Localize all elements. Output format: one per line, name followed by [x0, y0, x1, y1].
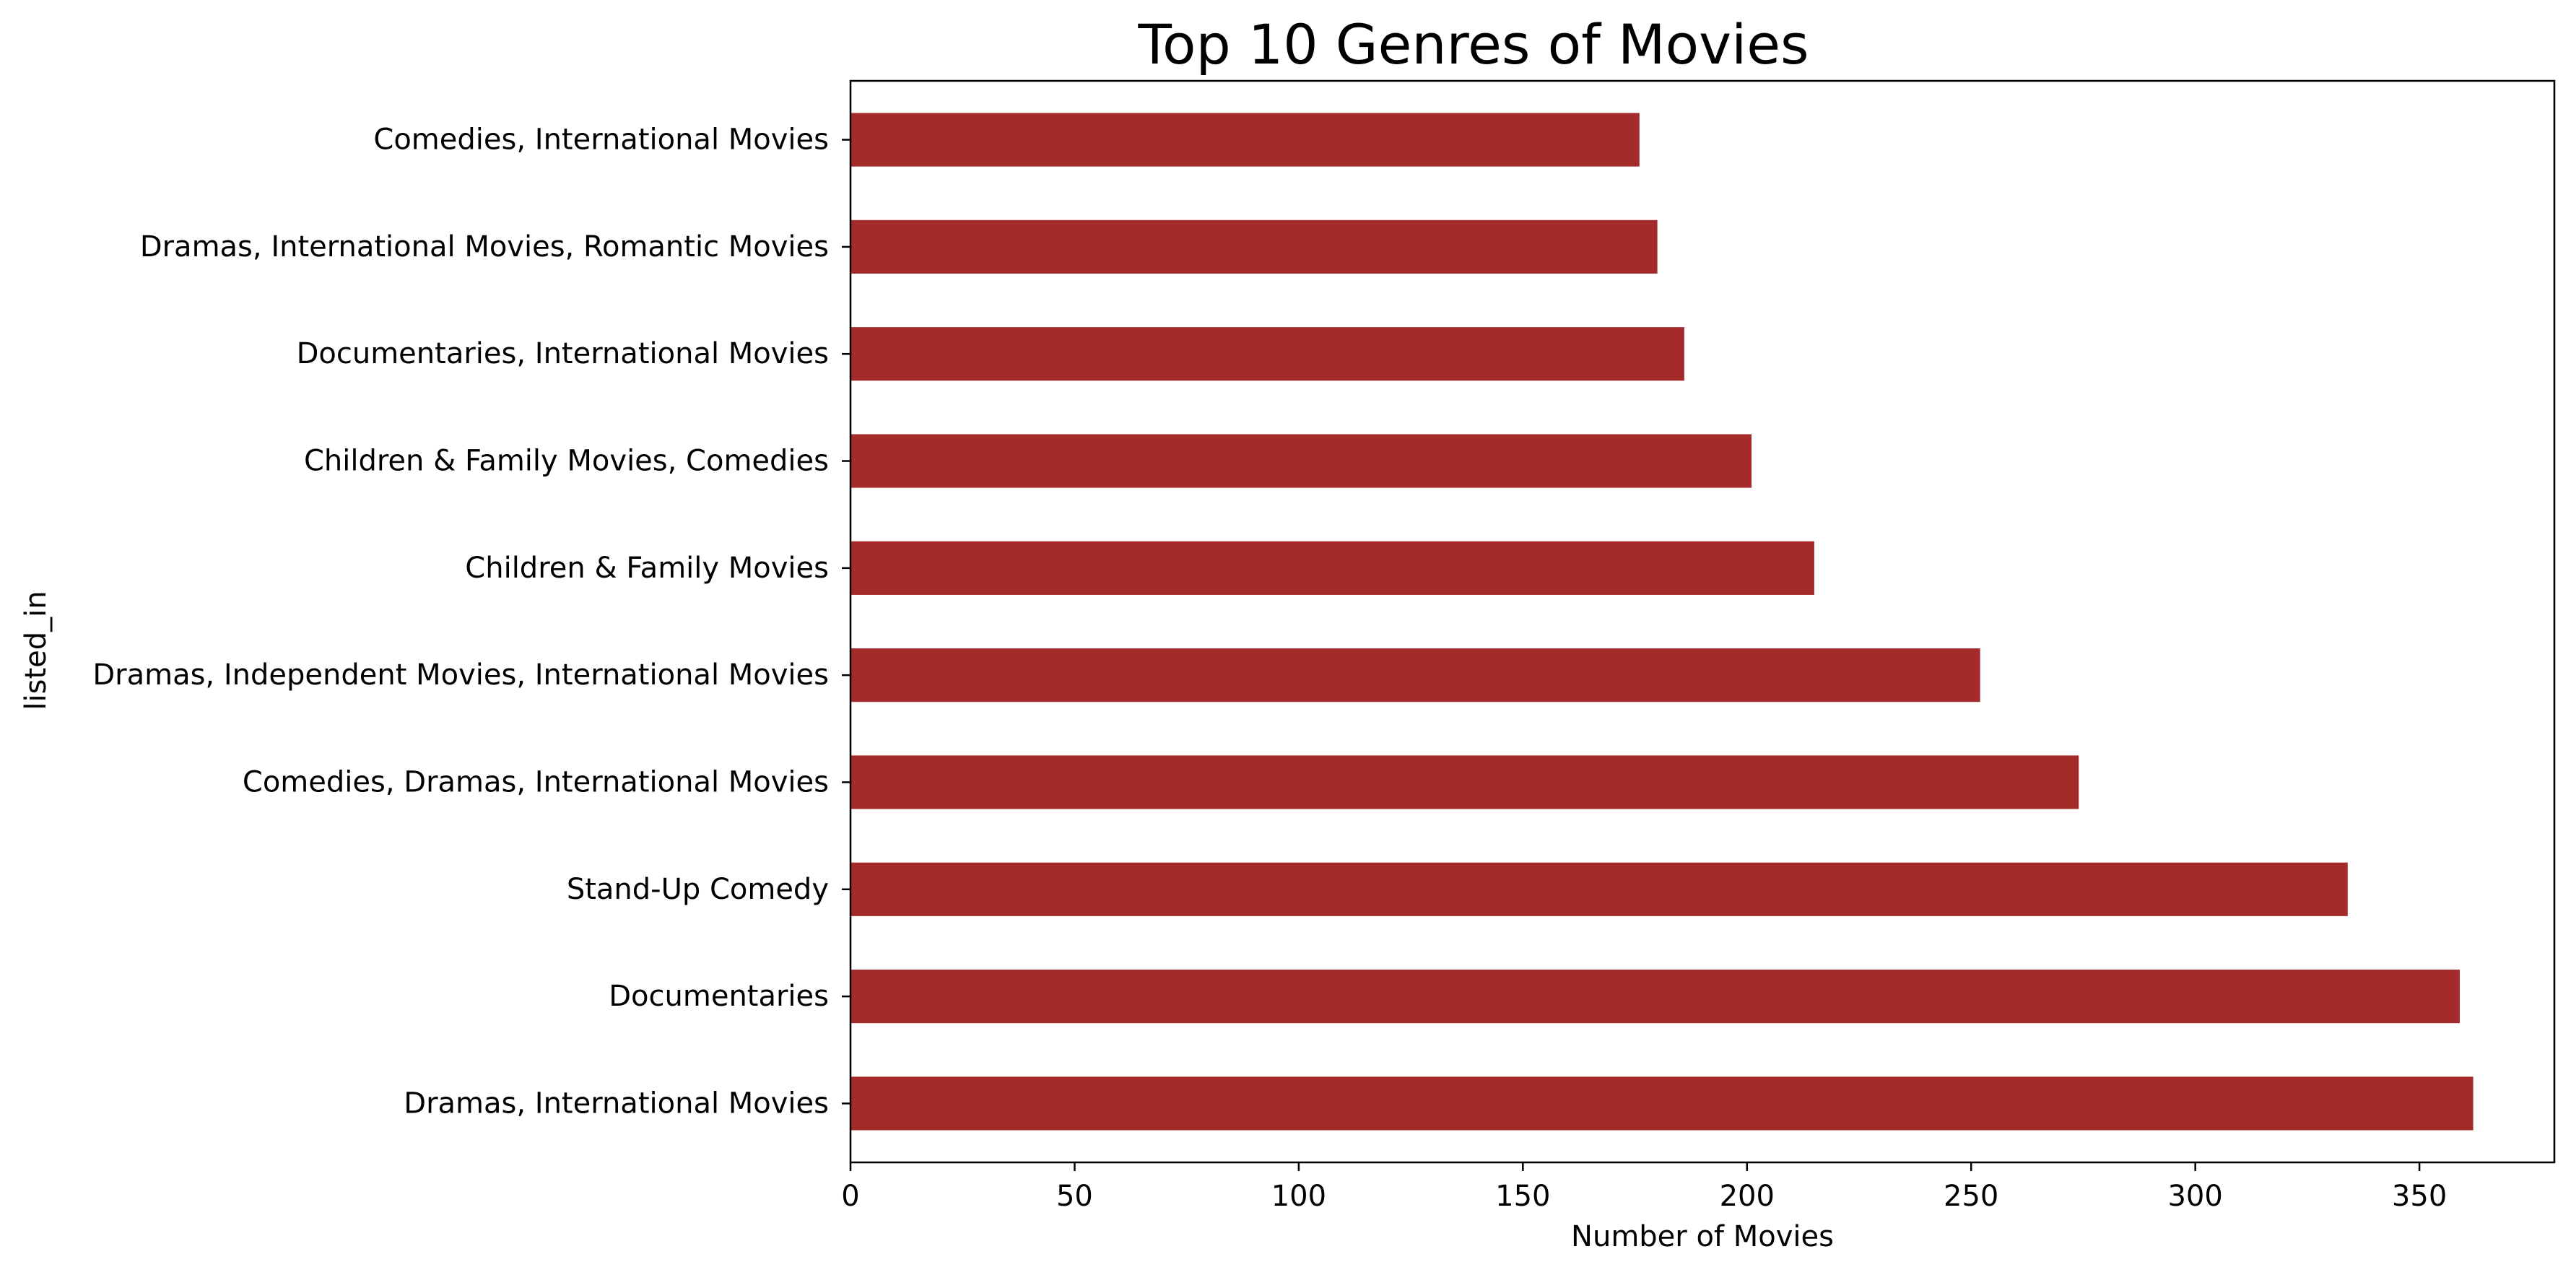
x-axis-label: Number of Movies	[1571, 1220, 1834, 1253]
plot-frame	[849, 79, 2556, 1164]
bars-group	[850, 113, 2473, 1131]
y-tick-label: Dramas, International Movies	[404, 1087, 829, 1120]
x-ticks-group: 0 50 100 150 200 250 300 350	[841, 1162, 2447, 1213]
y-tick-label: Documentaries, International Movies	[297, 337, 829, 370]
y-tick-label: Children & Family Movies, Comedies	[304, 445, 829, 478]
bar	[850, 541, 1814, 595]
bar	[850, 113, 1640, 167]
bar	[850, 648, 1980, 702]
bar	[850, 970, 2460, 1024]
y-tick-label: Dramas, International Movies, Romantic M…	[140, 230, 829, 264]
x-tick-label: 200	[1720, 1180, 1775, 1213]
y-ticks-group: Dramas, International Movies Documentarie…	[92, 123, 850, 1120]
bar	[850, 327, 1684, 381]
bar	[850, 862, 2348, 916]
y-tick-label: Children & Family Movies	[465, 552, 829, 585]
chart-title: Top 10 Genres of Movies	[1137, 12, 1809, 77]
x-tick-label: 350	[2392, 1180, 2447, 1213]
y-tick-label: Dramas, Independent Movies, Internationa…	[92, 658, 829, 692]
x-tick-label: 50	[1056, 1180, 1093, 1213]
y-tick-label: Documentaries	[609, 980, 829, 1013]
x-tick-label: 150	[1495, 1180, 1550, 1213]
x-tick-label: 250	[1944, 1180, 1998, 1213]
bar	[850, 755, 2079, 809]
y-tick-label: Stand-Up Comedy	[567, 873, 829, 906]
bar	[850, 434, 1752, 488]
y-tick-label: Comedies, Dramas, International Movies	[243, 765, 829, 798]
x-tick-label: 100	[1271, 1180, 1326, 1213]
bar	[850, 219, 1658, 274]
y-tick-label: Comedies, International Movies	[373, 123, 829, 157]
y-axis-label: listed_in	[19, 591, 53, 710]
x-tick-label: 300	[2167, 1180, 2222, 1213]
x-tick-label: 0	[841, 1180, 859, 1213]
bar	[850, 1076, 2473, 1131]
